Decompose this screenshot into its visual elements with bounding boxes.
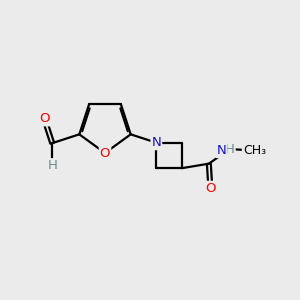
Text: H: H — [47, 159, 57, 172]
Text: N: N — [152, 136, 161, 149]
Text: CH₃: CH₃ — [243, 144, 266, 157]
Text: N: N — [217, 144, 226, 157]
Text: O: O — [39, 112, 50, 125]
Text: O: O — [205, 182, 216, 195]
Text: O: O — [100, 146, 110, 160]
Text: H: H — [225, 142, 235, 156]
